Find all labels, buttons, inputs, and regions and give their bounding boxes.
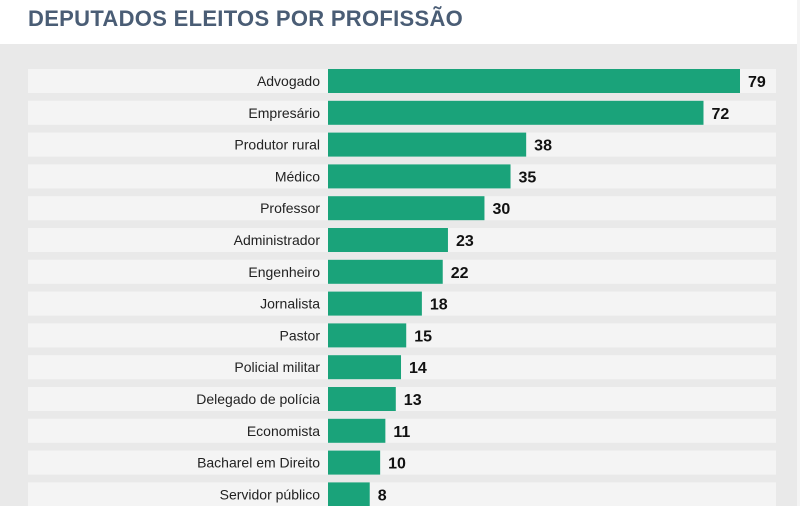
bar [328,355,402,380]
value-label: 11 [393,424,410,441]
category-label: Servidor público [220,486,321,502]
value-label: 13 [404,392,422,409]
category-label: Médico [275,168,320,184]
category-label: Administrador [234,232,321,248]
value-label: 23 [456,233,474,250]
row-background [28,355,776,380]
bar [328,482,370,506]
bar [328,164,511,189]
value-label: 8 [378,487,387,504]
category-label: Policial militar [234,359,320,375]
bar [328,323,407,348]
panel-edge [797,0,800,506]
value-label: 30 [492,201,510,218]
value-label: 18 [430,297,448,314]
category-label: Jornalista [260,296,320,312]
category-label: Empresário [248,105,320,121]
value-label: 79 [748,74,766,91]
category-label: Delegado de polícia [196,391,320,407]
bar [328,69,740,93]
bar [328,100,704,125]
bar [328,259,443,284]
category-label: Professor [260,200,320,216]
category-label: Engenheiro [248,264,320,280]
value-label: 72 [711,106,729,123]
row-background [28,450,776,475]
bar [328,387,396,411]
value-label: 10 [388,456,406,473]
chart-title: DEPUTADOS ELEITOS POR PROFISSÃO [28,6,464,31]
row-background [28,418,776,443]
value-label: 35 [519,169,537,186]
bar [328,196,485,221]
bar [328,132,527,157]
bar [328,291,422,316]
category-label: Advogado [257,73,320,89]
category-label: Pastor [280,327,321,343]
category-label: Produtor rural [234,137,320,153]
bar [328,418,386,443]
bar [328,228,448,252]
value-label: 15 [414,328,432,345]
category-label: Economista [247,423,320,439]
row-background [28,482,776,506]
value-label: 38 [534,138,552,155]
value-label: 14 [409,360,427,377]
category-label: Bacharel em Direito [197,455,320,471]
value-label: 22 [451,265,469,282]
row-background [28,387,776,411]
bar [328,450,381,475]
